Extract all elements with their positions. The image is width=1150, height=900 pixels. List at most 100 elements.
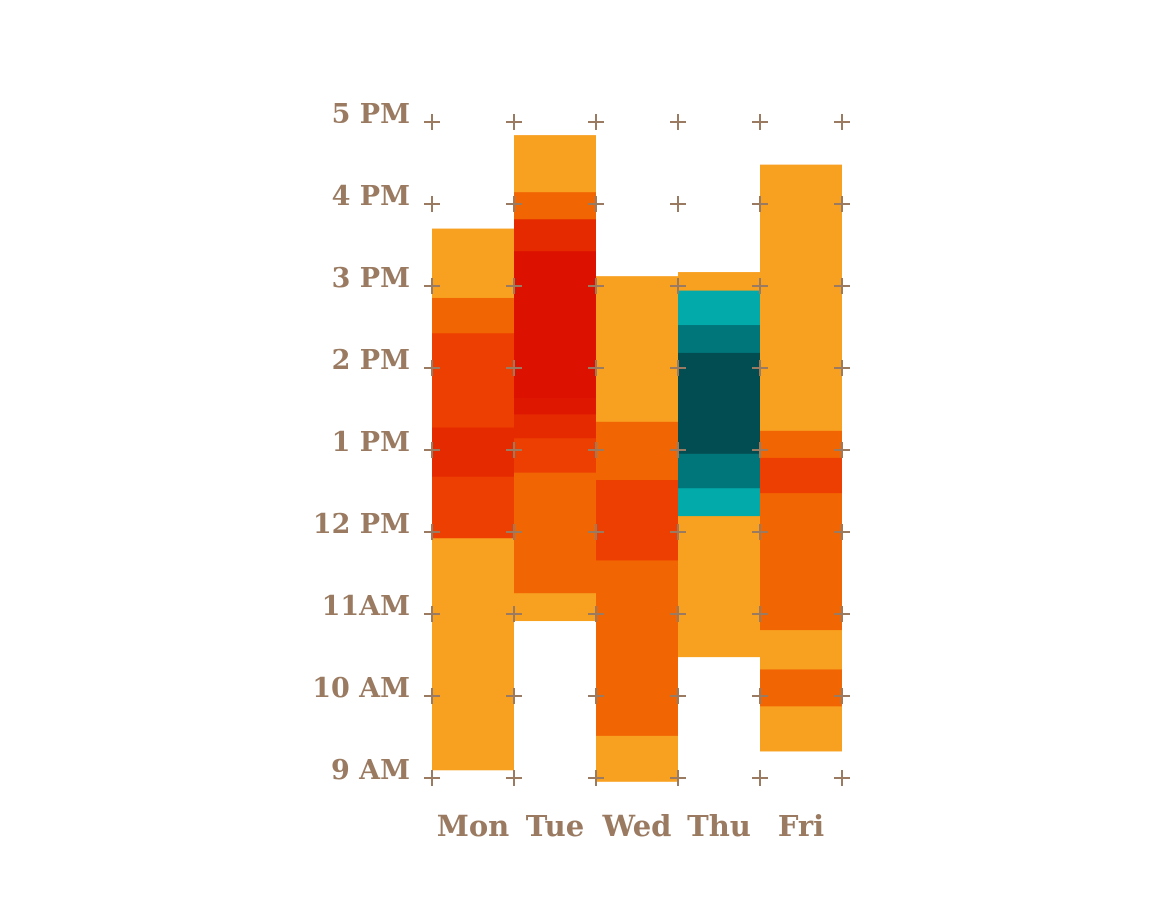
bar-segment-tue-7 [514, 191, 596, 220]
bar-segment-mon-1 [432, 476, 514, 539]
grid-cross-icon [834, 196, 850, 212]
grid-cross-icon [588, 770, 604, 786]
bar-segment-thu-6 [678, 272, 760, 291]
bar-segment-fri-4 [760, 457, 842, 494]
bar-segment-fri-0 [760, 705, 842, 752]
bar-segment-mon-0 [432, 537, 514, 771]
grid-cross-icon [834, 114, 850, 130]
grid-cross-icon [670, 442, 686, 458]
grid-cross-icon [588, 606, 604, 622]
y-axis-labels: 9 AM 10 AM 11AM 12 PM 1 PM 2 PM 3 PM 4 PM 5 PM [312, 99, 410, 786]
grid-cross-icon [424, 606, 440, 622]
bar-segment-fri-2 [760, 629, 842, 670]
grid-cross-markers [424, 114, 850, 786]
y-tick-label: 11AM [322, 591, 410, 622]
grid-cross-icon [588, 360, 604, 376]
grid-cross-icon [670, 360, 686, 376]
bar-segment-mon-5 [432, 228, 514, 298]
grid-cross-icon [670, 278, 686, 294]
bar-segment-wed-0 [596, 735, 678, 782]
grid-cross-icon [424, 688, 440, 704]
grid-cross-icon [752, 278, 768, 294]
grid-cross-icon [506, 114, 522, 130]
grid-cross-icon [424, 524, 440, 540]
grid-cross-icon [752, 770, 768, 786]
y-tick-label: 5 PM [332, 99, 410, 130]
grid-cross-icon [834, 688, 850, 704]
grid-cross-icon [670, 196, 686, 212]
grid-cross-icon [670, 114, 686, 130]
x-day-label-tue: Tue [526, 809, 584, 843]
bar-segment-mon-3 [432, 332, 514, 428]
grid-cross-icon [834, 770, 850, 786]
grid-cross-icon [506, 442, 522, 458]
bar-segment-wed-1 [596, 559, 678, 736]
y-tick-label: 12 PM [313, 509, 410, 540]
grid-cross-icon [424, 442, 440, 458]
bar-segment-tue-5 [514, 250, 596, 399]
grid-cross-icon [424, 114, 440, 130]
x-day-label-thu: Thu [687, 809, 751, 843]
grid-cross-icon [424, 360, 440, 376]
grid-cross-icon [670, 688, 686, 704]
bar-segment-thu-4 [678, 324, 760, 353]
x-day-label-fri: Fri [778, 809, 824, 843]
grid-cross-icon [834, 442, 850, 458]
y-tick-label: 9 AM [331, 755, 410, 786]
grid-cross-icon [506, 360, 522, 376]
y-tick-label: 4 PM [332, 181, 410, 212]
grid-cross-icon [752, 114, 768, 130]
grid-cross-icon [670, 524, 686, 540]
x-axis-labels: Mon Tue Wed Thu Fri [437, 809, 824, 843]
grid-cross-icon [506, 196, 522, 212]
grid-cross-icon [588, 688, 604, 704]
y-tick-label: 2 PM [332, 345, 410, 376]
grid-cross-icon [506, 688, 522, 704]
bar-segment-thu-0 [678, 515, 760, 658]
bar-segment-tue-8 [514, 135, 596, 193]
bar-segment-mon-2 [432, 427, 514, 477]
grid-cross-icon [834, 360, 850, 376]
bar-segment-tue-0 [514, 592, 596, 622]
bar-segment-tue-4 [514, 397, 596, 415]
bar-segment-mon-4 [432, 297, 514, 334]
x-day-label-wed: Wed [602, 809, 672, 843]
grid-cross-icon [752, 606, 768, 622]
bar-segment-wed-2 [596, 479, 678, 561]
grid-cross-icon [588, 114, 604, 130]
grid-cross-icon [670, 770, 686, 786]
y-tick-label: 1 PM [332, 427, 410, 458]
bar-segment-wed-3 [596, 421, 678, 481]
bar-segment-thu-2 [678, 453, 760, 489]
grid-cross-icon [506, 278, 522, 294]
grid-cross-icon [588, 524, 604, 540]
grid-cross-icon [588, 196, 604, 212]
bar-segment-tue-1 [514, 472, 596, 594]
grid-cross-icon [752, 688, 768, 704]
bar-segment-tue-6 [514, 218, 596, 252]
bar-segment-fri-1 [760, 668, 842, 707]
grid-cross-icon [752, 442, 768, 458]
grid-cross-icon [670, 606, 686, 622]
grid-cross-icon [834, 278, 850, 294]
bar-segment-thu-1 [678, 487, 760, 517]
bar-segment-fri-6 [760, 164, 842, 431]
grid-cross-icon [752, 524, 768, 540]
bar-segment-fri-3 [760, 492, 842, 631]
grid-cross-icon [424, 770, 440, 786]
x-day-label-mon: Mon [437, 809, 510, 843]
grid-cross-icon [752, 360, 768, 376]
bars-layer [432, 135, 842, 782]
grid-cross-icon [424, 278, 440, 294]
y-tick-label: 10 AM [312, 673, 410, 704]
bar-segment-tue-2 [514, 437, 596, 473]
bar-segment-tue-3 [514, 413, 596, 439]
grid-cross-icon [506, 606, 522, 622]
grid-cross-icon [834, 606, 850, 622]
grid-cross-icon [424, 196, 440, 212]
y-tick-label: 3 PM [332, 263, 410, 294]
grid-cross-icon [506, 770, 522, 786]
bar-segment-thu-3 [678, 352, 760, 454]
grid-cross-icon [834, 524, 850, 540]
